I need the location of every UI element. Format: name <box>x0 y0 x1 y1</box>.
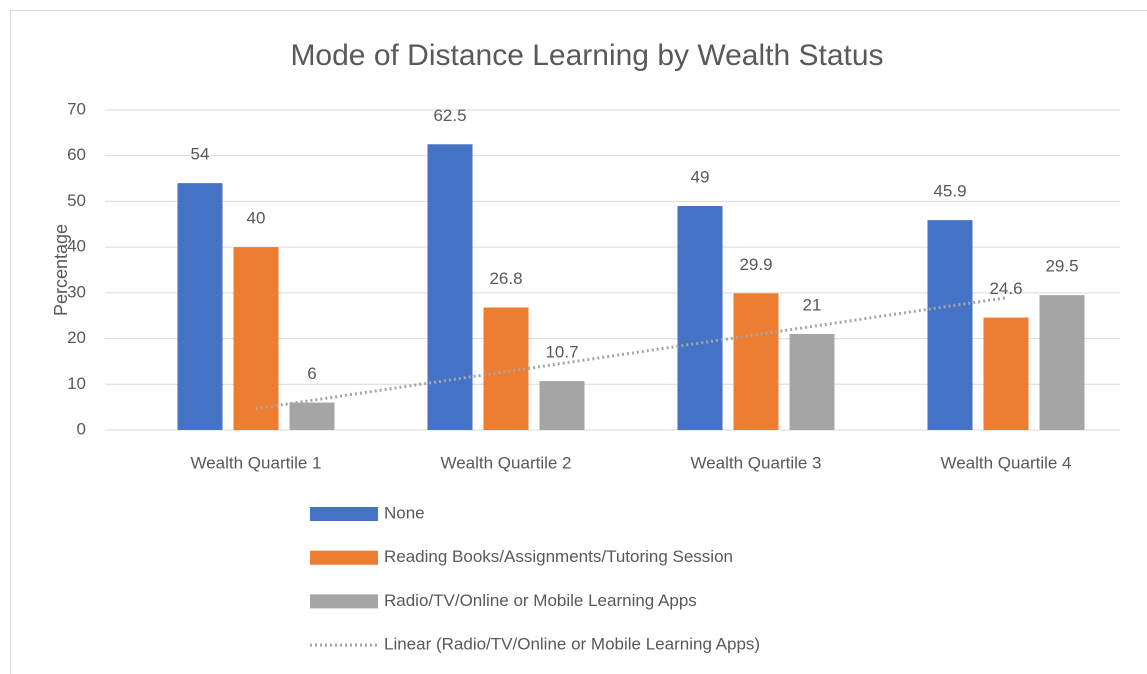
y-tick-label: 30 <box>67 282 86 301</box>
legend-label: Reading Books/Assignments/Tutoring Sessi… <box>384 547 733 566</box>
bar <box>983 317 1029 430</box>
data-label: 6 <box>307 364 316 383</box>
legend-label: Radio/TV/Online or Mobile Learning Apps <box>384 591 697 610</box>
x-tick-label: Wealth Quartile 3 <box>690 453 821 472</box>
y-tick-label: 70 <box>67 99 86 118</box>
legend-label: Linear (Radio/TV/Online or Mobile Learni… <box>384 635 760 654</box>
bar <box>539 381 585 430</box>
bar <box>177 183 223 430</box>
legend-swatch <box>310 550 378 565</box>
x-tick-label: Wealth Quartile 4 <box>940 453 1071 472</box>
bar <box>233 247 279 430</box>
bar <box>789 334 835 430</box>
y-axis-label: Percentage <box>51 224 71 316</box>
bar <box>1039 295 1085 430</box>
y-tick-label: 0 <box>77 419 86 438</box>
y-tick-label: 50 <box>67 191 86 210</box>
bar <box>927 220 973 430</box>
data-label: 29.9 <box>739 255 772 274</box>
bar <box>483 307 529 430</box>
y-tick-label: 20 <box>67 328 86 347</box>
data-label: 45.9 <box>933 182 966 201</box>
data-label: 10.7 <box>545 343 578 362</box>
data-label: 26.8 <box>489 269 522 288</box>
bar <box>677 206 723 430</box>
data-label: 54 <box>191 145 210 164</box>
legend-swatch <box>310 507 378 521</box>
x-tick-label: Wealth Quartile 2 <box>440 453 571 472</box>
chart-title: Mode of Distance Learning by Wealth Stat… <box>290 39 883 72</box>
legend-label: None <box>384 503 425 522</box>
data-label: 40 <box>247 209 266 228</box>
data-label: 24.6 <box>989 279 1022 298</box>
bar <box>427 144 473 431</box>
data-label: 62.5 <box>433 106 466 125</box>
x-tick-label: Wealth Quartile 1 <box>190 453 321 472</box>
data-label: 49 <box>691 167 710 186</box>
data-label: 29.5 <box>1045 257 1078 276</box>
legend-swatch <box>310 594 378 609</box>
data-label: 21 <box>803 295 822 314</box>
y-tick-label: 40 <box>67 237 86 256</box>
trendline <box>255 296 1007 411</box>
y-tick-label: 60 <box>67 145 86 164</box>
y-tick-label: 10 <box>67 374 86 393</box>
bar <box>289 402 335 430</box>
bar <box>733 293 779 430</box>
